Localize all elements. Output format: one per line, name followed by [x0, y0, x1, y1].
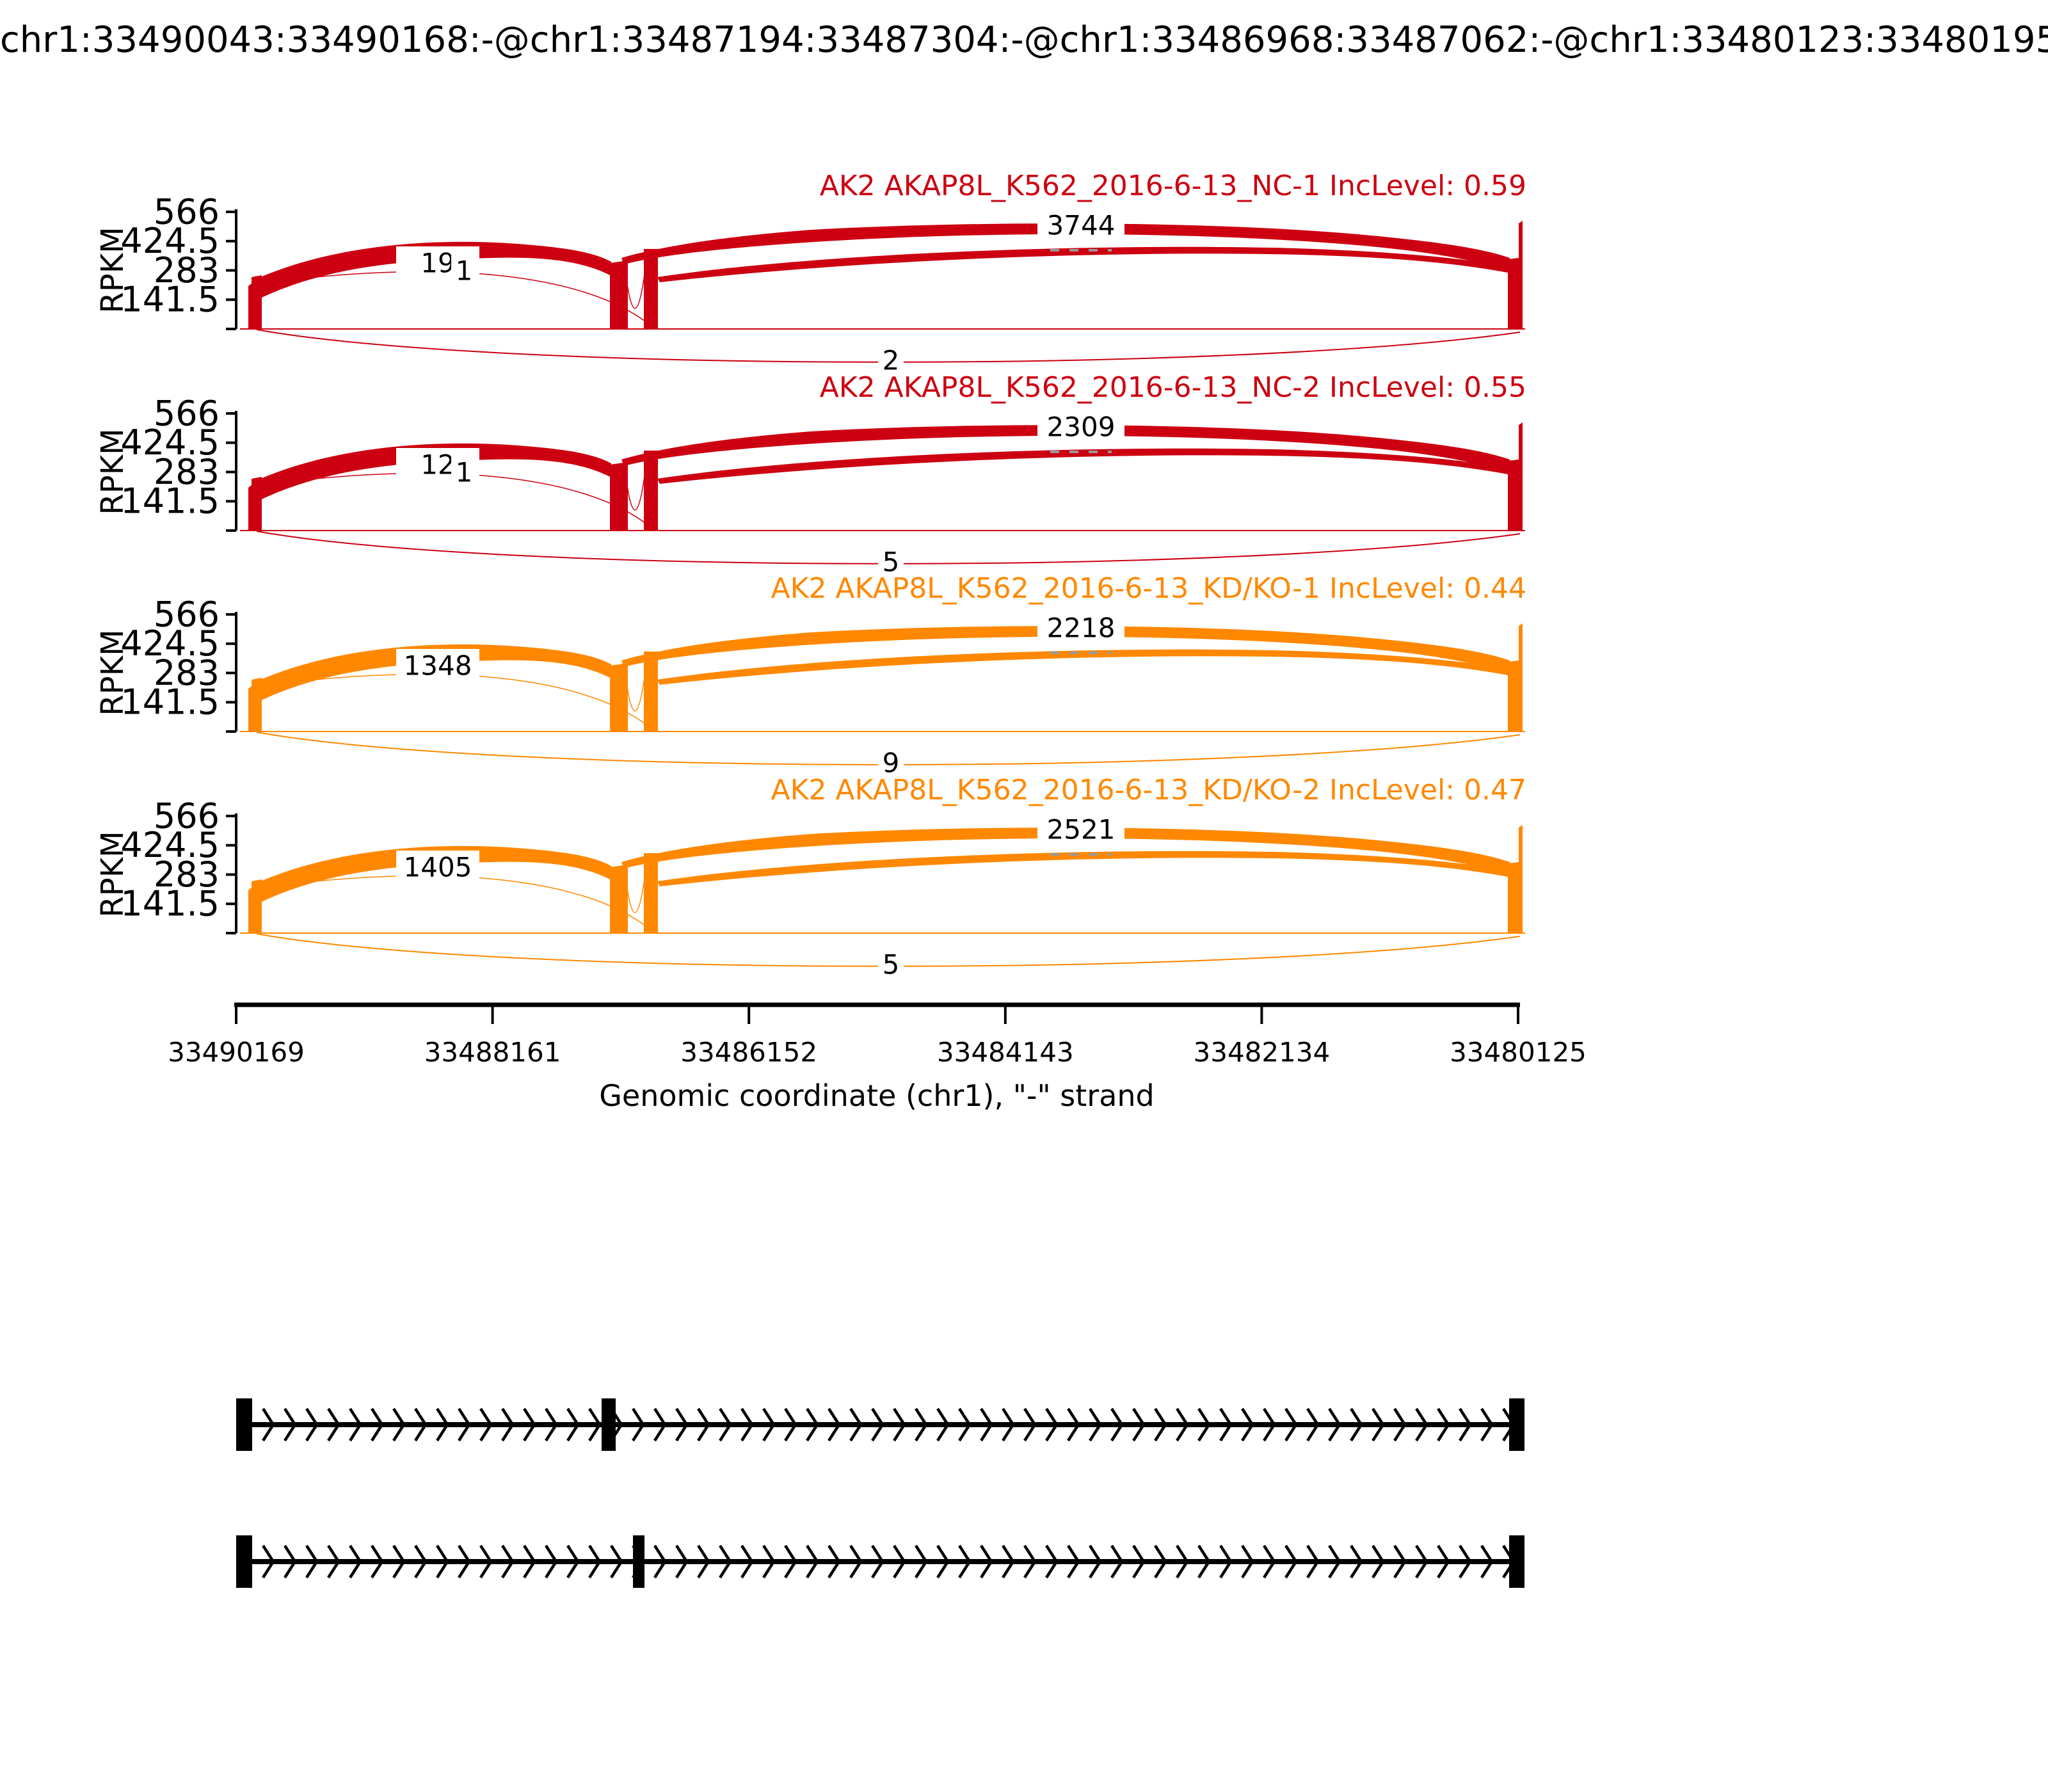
coverage-and-arcs: AK2 AKAP8L_K562_2016-6-13_NC-1 IncLevel:… [239, 170, 1526, 363]
y-tick-label: 424.5 [120, 623, 220, 664]
track-title: AK2 AKAP8L_K562_2016-6-13_NC-1 IncLevel:… [820, 170, 1526, 202]
track-title: AK2 AKAP8L_K562_2016-6-13_KD/KO-2 IncLev… [771, 774, 1526, 806]
junction-count: 1 [456, 255, 473, 287]
y-tick-label: 141.5 [120, 481, 220, 522]
y-axis: 566 424.5 283 141.5 RPKM [95, 595, 237, 733]
y-tick-label: 283 [154, 653, 220, 693]
y-tick-label: 141.5 [120, 682, 220, 723]
y-axis: 566 424.5 283 141.5 RPKM [95, 192, 237, 330]
x-axis-ticks [235, 1005, 1519, 1024]
junction-count: 2218 [1047, 612, 1116, 644]
y-tick-label: 424.5 [120, 422, 220, 463]
downstream-exon [1509, 1535, 1524, 1588]
label-box [396, 649, 479, 682]
isoform-1 [236, 1398, 1524, 1451]
track-title: AK2 AKAP8L_K562_2016-6-13_KD/KO-1 IncLev… [771, 572, 1526, 605]
upstream-exon [236, 1535, 252, 1588]
y-tick-label: 141.5 [120, 280, 220, 320]
junction-count-labels: 1348 2218 9 [396, 612, 1124, 779]
junction-count: 1405 [404, 852, 472, 883]
alt-exon-2 [633, 1535, 644, 1588]
y-tick-label: 283 [154, 854, 220, 895]
y-tick-label: 566 [154, 796, 220, 836]
x-tick-label: 33488161 [424, 1037, 561, 1068]
y-tick-label: 424.5 [120, 825, 220, 865]
junction-count: 5 [883, 949, 900, 980]
x-axis: 33490169 33488161 33486152 33484143 3348… [168, 1002, 1587, 1113]
track-title: AK2 AKAP8L_K562_2016-6-13_NC-2 IncLevel:… [820, 371, 1526, 404]
isoform-2 [236, 1535, 1524, 1588]
junction-count-labels: 12 1 2309 5 [396, 411, 1124, 578]
label-box [1037, 813, 1124, 845]
page-title: chr1:33490043:33490168:-@chr1:33487194:3… [0, 19, 2048, 61]
sashimi-track-kdko2: 566 424.5 283 141.5 RPKM AK2 AKAP8L_K562… [95, 774, 1526, 980]
x-tick-label: 33480125 [1450, 1037, 1587, 1068]
y-tick-label: 566 [154, 192, 220, 232]
y-axis-ticks [226, 211, 236, 330]
label-box [1037, 209, 1124, 241]
alt-exon-1 [602, 1398, 616, 1451]
y-axis-ticks [226, 412, 236, 532]
y-axis-ticks [226, 613, 236, 733]
sashimi-track-nc2: 566 424.5 283 141.5 RPKM AK2 AKAP8L_K562… [95, 371, 1526, 578]
label-box [878, 345, 904, 376]
label-box [396, 851, 479, 884]
junction-count: 3744 [1047, 210, 1116, 241]
label-box [878, 748, 904, 778]
label-box [878, 949, 904, 980]
sashimi-track-nc1: 566 424.5 283 141.5 RPKM AK2 AKAP8L_K562… [95, 170, 1526, 376]
y-axis-title: RPKM [95, 428, 131, 515]
x-tick-label: 33484143 [937, 1037, 1074, 1068]
coverage-and-arcs: AK2 AKAP8L_K562_2016-6-13_KD/KO-1 IncLev… [239, 572, 1526, 765]
junction-count: 1348 [404, 650, 472, 682]
y-tick-label: 283 [154, 250, 220, 291]
intron-line [250, 1559, 1512, 1564]
upstream-exon [236, 1398, 252, 1451]
y-tick-label: 141.5 [120, 884, 220, 924]
junction-count: 2521 [1047, 814, 1116, 845]
y-tick-label: 283 [154, 452, 220, 492]
label-box [451, 254, 477, 287]
y-axis: 566 424.5 283 141.5 RPKM [95, 796, 237, 934]
label-box [1037, 411, 1124, 443]
y-axis-title: RPKM [95, 831, 131, 917]
x-tick-label: 33490169 [168, 1037, 305, 1068]
y-axis-ticks [226, 815, 236, 934]
junction-count-labels: 1405 2521 5 [396, 813, 1124, 980]
y-axis-title: RPKM [95, 227, 131, 313]
junction-count: 5 [883, 547, 900, 578]
x-tick-label: 33482134 [1194, 1037, 1331, 1068]
label-box [451, 456, 477, 489]
isoform-diagrams [236, 1398, 1524, 1588]
intron-line [250, 1422, 1512, 1427]
y-tick-label: 424.5 [120, 221, 220, 261]
junction-count: 2309 [1047, 412, 1116, 443]
junction-count: 9 [883, 748, 900, 779]
coverage-and-arcs: AK2 AKAP8L_K562_2016-6-13_NC-2 IncLevel:… [239, 371, 1526, 564]
sashimi-track-kdko1: 566 424.5 283 141.5 RPKM AK2 AKAP8L_K562… [95, 572, 1526, 779]
junction-count: 2 [883, 345, 900, 376]
junction-count: 19 [420, 248, 454, 279]
y-axis: 566 424.5 283 141.5 RPKM [95, 394, 237, 532]
downstream-exon [1509, 1398, 1524, 1451]
y-axis-title: RPKM [95, 629, 131, 716]
junction-count-labels: 19 1 3744 2 [396, 209, 1124, 376]
y-tick-label: 566 [154, 394, 220, 434]
label-box [878, 547, 904, 577]
x-axis-title: Genomic coordinate (chr1), "-" strand [599, 1078, 1154, 1113]
y-tick-label: 566 [154, 595, 220, 635]
junction-count: 12 [420, 449, 454, 481]
x-tick-label: 33486152 [680, 1037, 817, 1068]
junction-count: 1 [456, 457, 473, 488]
label-box [1037, 612, 1124, 644]
coverage-and-arcs: AK2 AKAP8L_K562_2016-6-13_KD/KO-2 IncLev… [239, 774, 1526, 967]
